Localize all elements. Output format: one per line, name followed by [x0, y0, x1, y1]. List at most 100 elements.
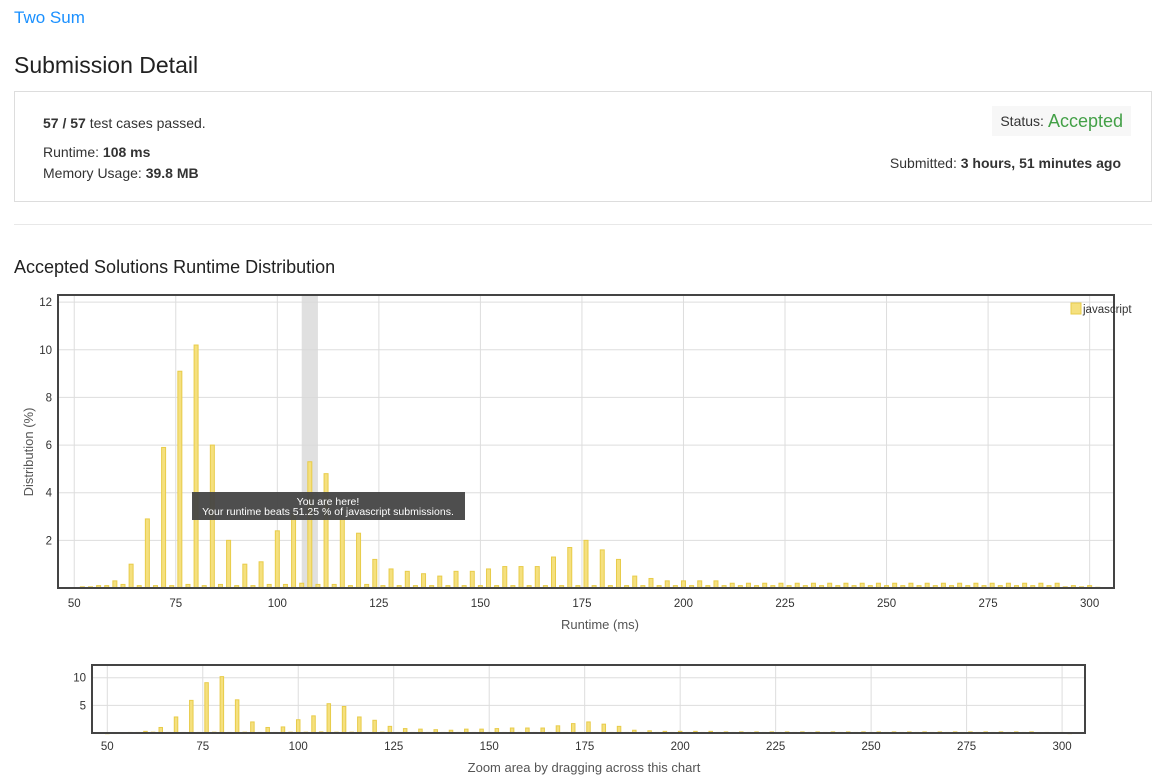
bar-javascript-92: [242, 563, 248, 589]
x-tick-label: 275: [957, 741, 976, 753]
passed-count: 57 / 57: [43, 115, 86, 131]
bar-javascript-152: [486, 568, 492, 589]
y-tick-label: 8: [46, 392, 52, 404]
bar-javascript-180: [599, 549, 605, 589]
bar-javascript-180: [601, 723, 607, 734]
bar-javascript-100: [274, 530, 280, 589]
bar-javascript-88: [226, 539, 232, 589]
x-tick-label: 225: [766, 741, 785, 753]
status-label: Status:: [1000, 113, 1044, 129]
y-tick-label: 2: [46, 535, 52, 547]
bar-javascript-76: [204, 682, 209, 734]
memory-value: 39.8 MB: [145, 165, 199, 181]
x-tick-label: 250: [877, 598, 896, 610]
bar-javascript-184: [615, 558, 621, 589]
runtime-value: 108 ms: [102, 144, 151, 160]
x-tick-label: 250: [862, 741, 881, 753]
plot-frame: [91, 664, 1086, 734]
bar-javascript-108: [307, 461, 313, 589]
submitted-label: Submitted:: [889, 155, 957, 171]
plot-frame: [57, 294, 1115, 589]
x-tick-label: 225: [775, 598, 794, 610]
submitted-row: Submitted: 3 hours, 51 minutes ago: [890, 155, 1121, 171]
x-tick-label: 50: [101, 741, 114, 753]
tooltip-box: [192, 492, 465, 520]
bar-javascript-172: [567, 547, 573, 589]
bar-javascript-120: [372, 719, 377, 734]
section-title: Accepted Solutions Runtime Distribution: [14, 257, 336, 277]
x-tick-label: 125: [369, 598, 388, 610]
legend-label: javascript: [1082, 304, 1132, 316]
bar-javascript-196: [664, 580, 670, 589]
bar-javascript-104: [311, 715, 316, 734]
bar-javascript-76: [177, 370, 183, 589]
memory-label: Memory Usage:: [43, 165, 142, 181]
bar-javascript-84: [234, 699, 240, 734]
bar-javascript-164: [534, 566, 540, 589]
x-tick-label: 200: [674, 598, 693, 610]
bar-javascript-192: [648, 577, 654, 589]
passed-suffix: test cases passed.: [89, 115, 206, 131]
y-tick-label: 6: [46, 440, 52, 452]
zoom-navigator-chart[interactable]: 50 75 100 125 150 175 200 225 250 275 300 5 10: [73, 664, 1086, 753]
zoom-hint: Zoom area by dragging across this chart: [468, 760, 701, 775]
y-tick-label: 10: [39, 345, 52, 357]
section-divider: [14, 224, 1152, 225]
x-tick-label: 100: [268, 598, 287, 610]
x-tick-label: 275: [978, 598, 997, 610]
bar-javascript-72: [189, 699, 194, 734]
bar-javascript-116: [357, 716, 362, 734]
bar-javascript-204: [697, 580, 703, 589]
tooltip-line2: Your runtime beats 51.25 % of javascript…: [202, 506, 454, 518]
bar-javascript-80: [219, 676, 225, 734]
x-tick-label: 75: [196, 741, 209, 753]
x-tick-label: 300: [1080, 598, 1099, 610]
x-axis-label: Runtime (ms): [561, 617, 639, 632]
bar-javascript-64: [128, 563, 134, 589]
legend[interactable]: javascript: [1070, 302, 1132, 316]
test-cases-passed: 57 / 57 test cases passed.: [43, 115, 206, 131]
bar-javascript-100: [295, 719, 301, 734]
y-axis-label: Distribution (%): [21, 408, 36, 497]
x-tick-label: 150: [471, 598, 490, 610]
bar-javascript-188: [632, 575, 638, 589]
tooltip-line1: You are here!: [297, 496, 360, 508]
x-tick-label: 125: [384, 741, 403, 753]
submission-summary-panel: 57 / 57 test cases passed. Runtime: 108 …: [14, 91, 1152, 202]
runtime-row: Runtime: 108 ms: [43, 144, 150, 160]
bar-javascript-168: [551, 556, 557, 589]
bar-javascript-144: [453, 570, 459, 589]
bar-javascript-200: [680, 580, 686, 589]
x-tick-label: 50: [68, 598, 81, 610]
page-title: Submission Detail: [14, 52, 199, 78]
problem-title-link[interactable]: Two Sum: [14, 8, 85, 27]
bar-javascript-172: [570, 723, 576, 734]
bar-javascript-208: [713, 580, 719, 589]
bar-javascript-60: [112, 580, 118, 589]
bar-javascript-72: [161, 446, 167, 589]
main-chart[interactable]: 50 75 100 125 150 175 200 225 250 275 300 2 4 6 8 10 12: [39, 294, 1115, 610]
bar-javascript-156: [502, 566, 508, 589]
y-tick-label: 10: [73, 673, 86, 685]
y-tick-label: 5: [80, 700, 86, 712]
bar-javascript-68: [144, 518, 150, 589]
memory-row: Memory Usage: 39.8 MB: [43, 165, 199, 181]
x-tick-label: 300: [1052, 741, 1071, 753]
bar-javascript-132: [404, 570, 410, 589]
runtime-label: Runtime:: [43, 144, 100, 160]
y-tick-label: 4: [46, 488, 53, 500]
x-tick-label: 150: [480, 741, 499, 753]
bar-javascript-176: [583, 539, 589, 589]
bar-javascript-136: [421, 573, 427, 589]
bar-javascript-120: [356, 532, 362, 589]
bar-javascript-80: [193, 344, 199, 589]
bar-javascript-96: [258, 561, 264, 589]
x-tick-label: 175: [572, 598, 591, 610]
status-value[interactable]: Accepted: [1047, 110, 1123, 131]
tooltip: You are here! Your runtime beats 51.25 %…: [192, 492, 465, 520]
bar-javascript-148: [469, 570, 475, 589]
x-tick-label: 75: [169, 598, 182, 610]
bar-javascript-68: [173, 716, 179, 734]
x-tick-label: 175: [575, 741, 594, 753]
